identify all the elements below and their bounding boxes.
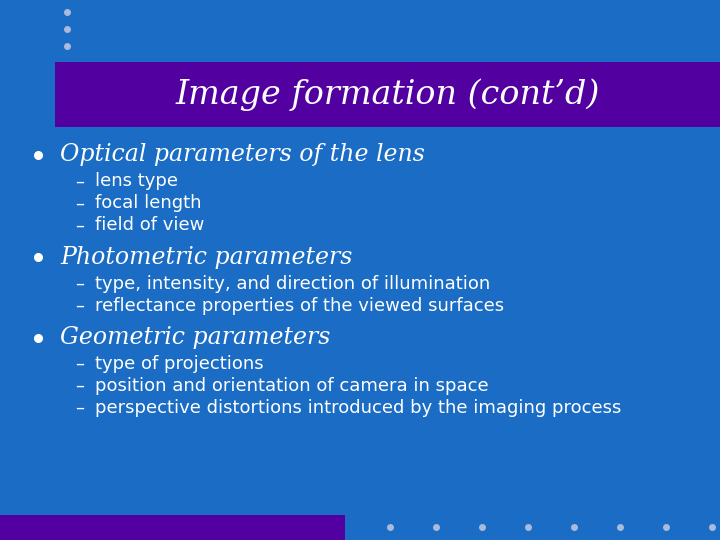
Text: type, intensity, and direction of illumination: type, intensity, and direction of illumi… (95, 275, 490, 293)
Text: Image formation (cont’d): Image formation (cont’d) (175, 78, 600, 111)
Text: perspective distortions introduced by the imaging process: perspective distortions introduced by th… (95, 399, 621, 417)
Text: –: – (75, 275, 84, 293)
Text: –: – (75, 217, 84, 234)
Bar (55, 62, 720, 127)
Text: Geometric parameters: Geometric parameters (60, 326, 330, 349)
Text: position and orientation of camera in space: position and orientation of camera in sp… (95, 377, 489, 395)
Text: –: – (75, 172, 84, 191)
Text: type of projections: type of projections (95, 355, 264, 373)
Text: –: – (75, 297, 84, 315)
Text: reflectance properties of the viewed surfaces: reflectance properties of the viewed sur… (95, 297, 504, 315)
Text: field of view: field of view (95, 217, 204, 234)
Bar (0, 515, 345, 540)
Text: –: – (75, 399, 84, 417)
Text: focal length: focal length (95, 194, 202, 212)
Text: lens type: lens type (95, 172, 178, 191)
Text: –: – (75, 377, 84, 395)
Text: Optical parameters of the lens: Optical parameters of the lens (60, 144, 425, 166)
Text: –: – (75, 355, 84, 373)
Text: Photometric parameters: Photometric parameters (60, 246, 352, 269)
Text: –: – (75, 194, 84, 212)
